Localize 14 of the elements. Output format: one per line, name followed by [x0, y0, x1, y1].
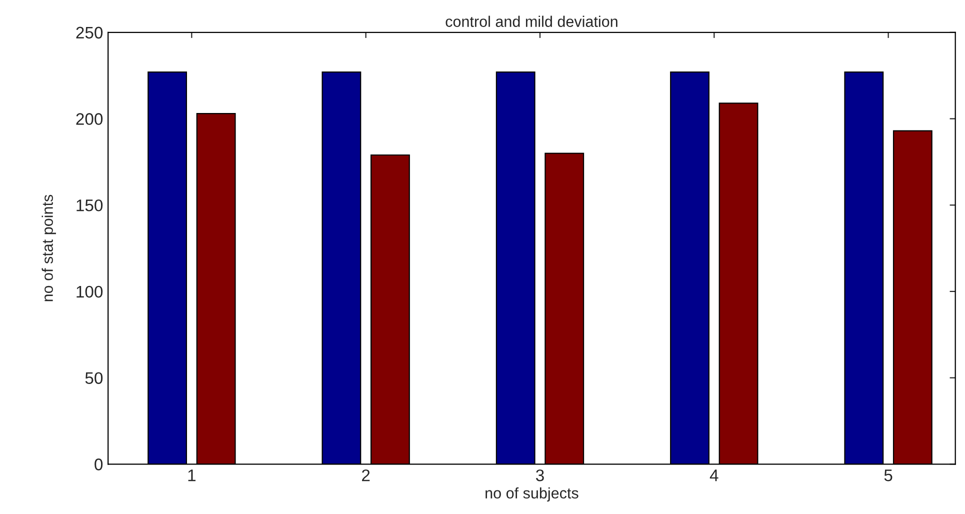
- x-tick-label: 2: [362, 469, 370, 482]
- y-tick-label: 100: [76, 286, 103, 298]
- y-axis-title: no of stat points: [42, 194, 56, 302]
- y-tick-label: 50: [85, 372, 103, 384]
- x-tick-label: 1: [188, 470, 196, 482]
- x-axis-title: no of subjects: [486, 487, 578, 502]
- x-tick-label: 3: [536, 469, 544, 482]
- x-tick-label: 4: [710, 470, 718, 482]
- chart-title: control and mild deviation: [446, 16, 618, 27]
- y-tick-label: 150: [76, 199, 103, 212]
- y-tick-label: 200: [76, 113, 103, 125]
- x-tick-label: 5: [884, 470, 892, 482]
- y-tick-label: 0: [94, 458, 103, 470]
- y-tick-label: 250: [76, 26, 103, 39]
